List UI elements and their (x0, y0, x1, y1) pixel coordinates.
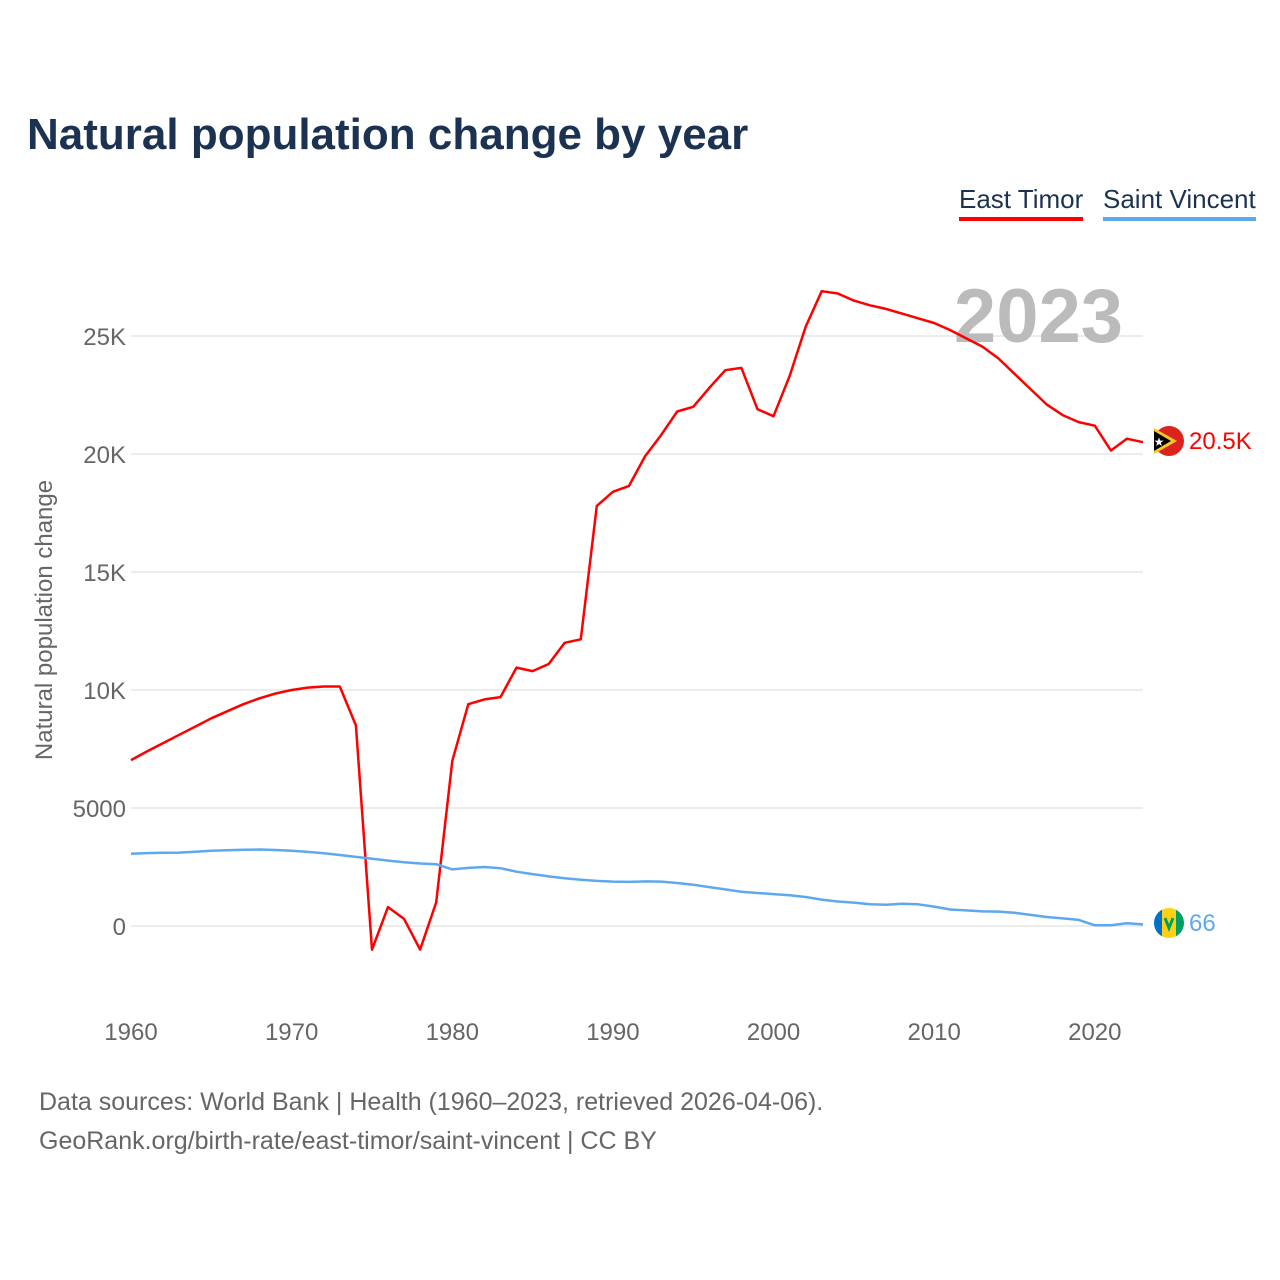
saint-vincent-flag-icon (1154, 908, 1184, 938)
legend-east-timor[interactable]: East Timor (959, 184, 1084, 221)
y-tick-label: 10K (83, 678, 126, 705)
legend-saint-vincent[interactable]: Saint Vincent (1103, 184, 1256, 221)
x-tick-label: 1970 (265, 1019, 318, 1046)
svg-text:★: ★ (1154, 435, 1165, 449)
x-tick-label: 1960 (104, 1019, 157, 1046)
y-tick-label: 15K (83, 560, 126, 587)
x-tick-label: 2020 (1068, 1019, 1121, 1046)
footer-link[interactable]: GeoRank.org/birth-rate/east-timor/saint-… (39, 1127, 657, 1155)
x-tick-label: 1980 (426, 1019, 479, 1046)
x-tick-label: 2000 (747, 1019, 800, 1046)
y-tick-label: 0 (113, 914, 126, 941)
series-line-east-timor[interactable] (130, 289, 1144, 951)
y-tick-label: 5000 (73, 796, 126, 823)
east-timor-flag-icon: ★ (1154, 426, 1184, 456)
chart-title: Natural population change by year (27, 110, 749, 159)
x-tick-label: 2010 (907, 1019, 960, 1046)
east-timor-end-label: 20.5K (1189, 428, 1252, 455)
saint-vincent-end-label: 66 (1189, 910, 1216, 937)
year-watermark: 2023 (954, 274, 1123, 359)
y-tick-label: 25K (83, 324, 126, 351)
series-line-saint-vincent[interactable] (130, 848, 1144, 927)
y-axis-label: Natural population change (31, 480, 58, 760)
footer-sources: Data sources: World Bank | Health (1960–… (39, 1088, 824, 1116)
y-tick-label: 20K (83, 442, 126, 469)
x-tick-label: 1990 (586, 1019, 639, 1046)
